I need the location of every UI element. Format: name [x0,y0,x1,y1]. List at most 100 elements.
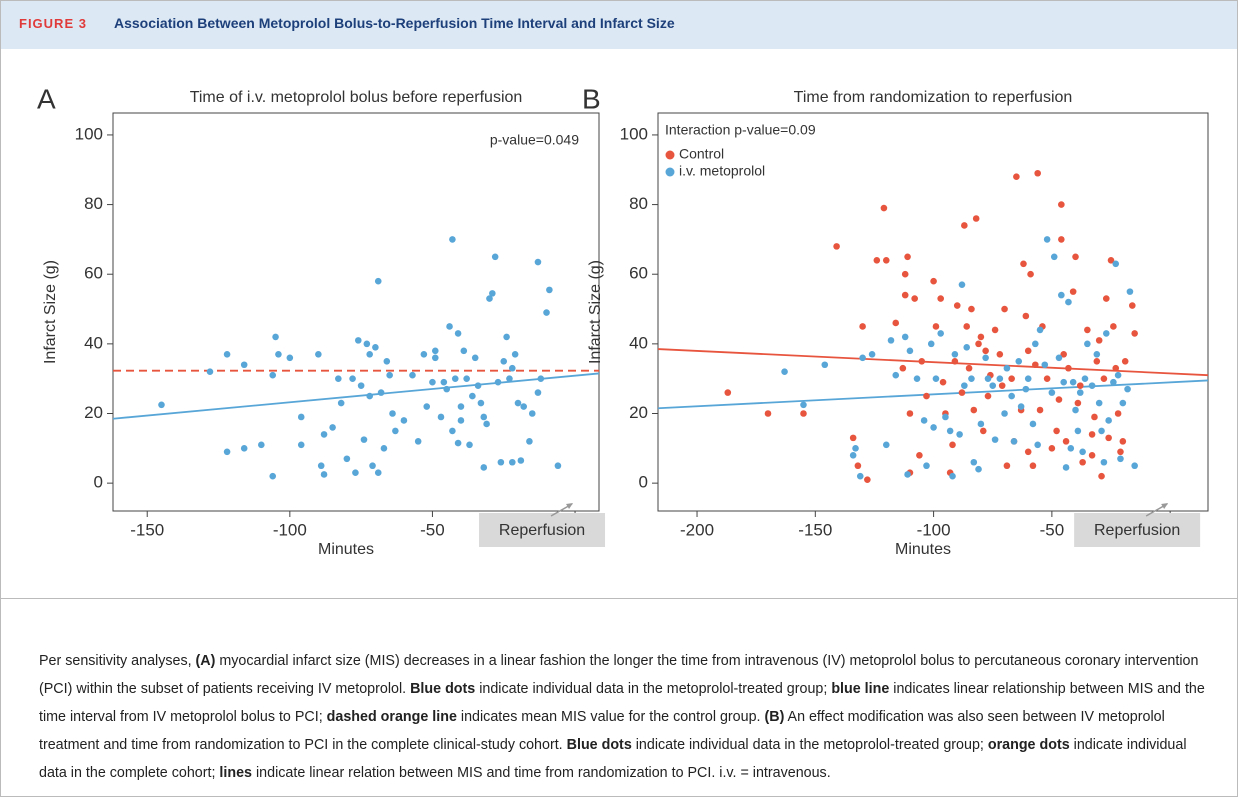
data-point [1062,464,1070,471]
data-point [996,351,1004,358]
data-point [911,295,918,302]
data-point [463,375,470,382]
data-point [963,323,971,330]
data-point [409,371,416,379]
data-point [996,375,1004,382]
data-point [975,340,982,348]
data-point [206,368,214,376]
data-point [882,441,890,449]
data-point [892,371,900,379]
legend-swatch [665,167,675,177]
data-point [554,462,562,470]
data-point [454,330,462,337]
data-point [1076,389,1084,396]
data-point [460,347,468,355]
data-point [480,413,488,421]
reperfusion-label: Reperfusion [1094,522,1180,539]
x-tick-label: -150 [798,520,832,539]
data-point [1093,351,1101,358]
fit-line [657,379,1209,410]
data-point [927,340,935,348]
separator [1,598,1237,599]
y-tick-label: 100 [620,124,648,143]
caption-bold: (A) [195,653,216,669]
caption-bold: dashed orange line [326,709,457,725]
data-point [899,364,907,372]
data-point [443,385,450,393]
data-point [1107,256,1115,264]
data-point [508,458,516,466]
data-point [989,382,997,389]
data-point [457,403,465,410]
data-point [269,472,277,480]
data-point [970,406,978,414]
data-point [920,417,928,424]
plot-frame [657,112,1209,512]
data-point [1065,298,1072,306]
data-point [913,375,921,382]
data-point [389,410,396,417]
data-point [887,337,895,344]
data-point [497,458,505,466]
data-point [1105,434,1112,442]
data-point [508,364,516,372]
data-point [454,439,462,447]
y-tick-label: 0 [94,473,103,492]
data-point [543,309,550,316]
data-point [158,401,165,409]
data-point [1055,354,1063,362]
data-point [534,389,542,396]
figure-label: FIGURE 3 [19,16,87,31]
data-point [904,253,911,261]
data-point [320,471,328,478]
caption-bold: Blue dots [566,737,632,753]
data-point [1126,288,1134,295]
data-point [972,215,980,222]
data-point [511,351,519,358]
data-point [998,382,1006,389]
data-point [377,389,385,396]
data-point [963,344,971,351]
x-tick-label: -200 [680,520,714,539]
data-point [494,378,502,386]
data-point [528,410,536,417]
data-point [1032,340,1039,348]
data-point [520,403,528,410]
data-point [1015,357,1023,365]
y-tick-label: 80 [629,194,648,213]
data-point [1100,458,1108,466]
data-point [537,375,545,382]
data-point [420,351,428,358]
data-point [449,427,456,435]
data-point [1074,427,1082,435]
data-point [937,330,944,337]
data-point [414,438,422,445]
y-tick-label: 100 [75,124,103,143]
data-point [1062,438,1070,445]
data-point [446,323,453,330]
data-point [320,431,328,438]
x-tick-label: -150 [130,520,164,539]
data-point [1060,378,1067,386]
caption-bold: blue line [831,681,890,697]
chart-title: Time of i.v. metoprolol bolus before rep… [190,89,523,106]
data-point [1119,438,1127,445]
caption-bold: (B) [764,709,785,725]
data-point [480,464,488,471]
panel-label: B [582,83,601,114]
fit-line [112,372,600,420]
data-point [1095,337,1103,344]
data-point [1074,399,1082,407]
data-point [951,351,959,358]
data-point [1010,438,1018,445]
data-point [864,476,871,483]
data-point [1058,291,1065,299]
data-point [949,441,956,449]
data-point [1091,413,1098,421]
data-point [1048,389,1056,396]
data-point [1079,458,1086,466]
data-point [477,399,485,407]
data-point [1058,236,1065,243]
data-point [1119,399,1127,407]
data-point [724,389,732,396]
